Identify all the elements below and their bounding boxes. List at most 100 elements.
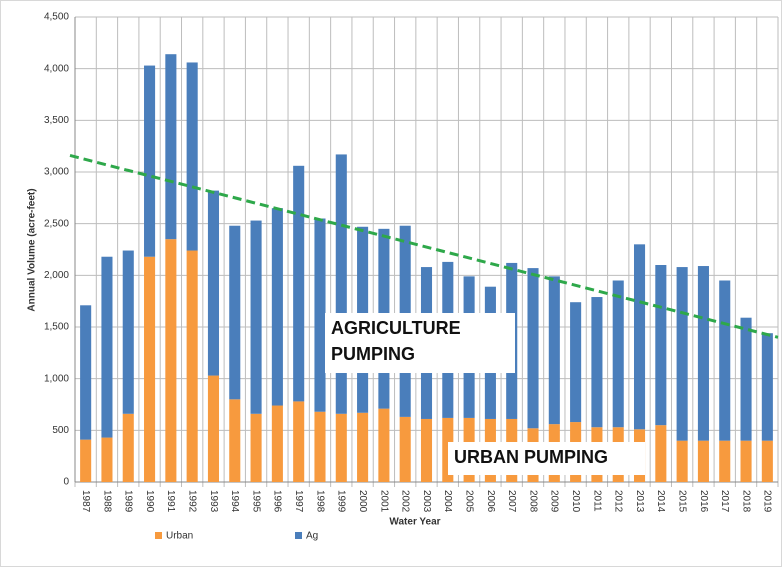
y-tick-label: 4,000 [44,63,69,74]
x-tick-label: 2005 [463,490,474,513]
bar-segment [527,268,539,429]
x-tick-label: 2007 [506,490,517,513]
bar-segment [420,418,433,482]
x-tick-label: 2010 [570,490,581,513]
x-tick-label: 2016 [698,490,709,513]
bar-segment [697,440,709,482]
bar-segment [740,440,752,482]
bar-segment [144,65,156,257]
legend-label: Ag [306,531,318,542]
bar-segment [229,225,241,400]
x-tick-label: 2012 [613,490,624,513]
x-tick-label: 1995 [250,490,261,513]
bar-segment [761,333,773,441]
y-tick-label: 1,500 [44,322,69,333]
bar-segment [101,437,113,482]
bar-segment [591,297,603,428]
x-tick-label: 2006 [485,490,496,513]
bar-segment [186,62,198,251]
bar-segment [165,239,177,482]
annotation-box [448,442,645,475]
bar-segment [570,302,582,423]
x-tick-label: 2015 [676,490,687,513]
y-tick-label: 3,000 [44,167,69,178]
y-axis-title: Annual Volume (acre-feet) [27,188,38,311]
x-tick-label: 1987 [80,490,91,513]
y-tick-label: 4,500 [44,12,69,23]
x-tick-label: 2001 [378,490,389,513]
bar-segment [612,280,624,428]
x-tick-label: 1988 [101,490,112,513]
legend-swatch [155,532,162,539]
legend-swatch [295,532,302,539]
bar-segment [229,399,241,482]
x-tick-label: 2000 [357,490,368,513]
bar-segment [740,317,752,441]
x-tick-label: 2013 [634,490,645,513]
bar-segment [676,440,688,482]
bar-segment [122,250,134,414]
x-tick-label: 1994 [229,490,240,513]
bar-segment [655,265,667,426]
bar-segment [250,220,262,414]
x-tick-label: 2019 [762,490,773,513]
bar-segment [548,276,560,425]
bar-segment [144,256,156,482]
bar-segment [335,154,347,414]
bar-segment [250,413,262,482]
bar-segment [207,190,220,376]
bar-segment [271,208,283,406]
x-tick-label: 2011 [591,490,602,512]
annotation: URBAN PUMPING [454,447,608,467]
x-tick-label: 2009 [549,490,560,513]
y-tick-label: 500 [52,425,69,436]
bar-segment [80,439,92,482]
x-tick-label: 1998 [314,490,325,513]
bar-segment [293,401,305,482]
bar-segment [314,218,326,412]
bar-segment [357,412,369,482]
y-tick-label: 3,500 [44,115,69,126]
bar-segment [378,408,390,482]
x-tick-label: 2003 [421,490,432,513]
x-tick-label: 2008 [527,490,538,513]
x-tick-label: 2002 [400,490,411,513]
x-tick-label: 1997 [293,490,304,513]
y-tick-label: 2,500 [44,218,69,229]
x-tick-label: 1989 [123,490,134,513]
y-tick-label: 1,000 [44,373,69,384]
bar-segment [293,165,305,402]
x-tick-label: 1992 [187,490,198,513]
x-tick-label: 2004 [442,490,453,513]
bar-segment [442,417,454,482]
bar-segment [399,416,411,482]
bar-segment [122,413,134,482]
bar-segment [335,413,347,482]
legend-label: Urban [166,531,193,542]
x-tick-label: 1996 [272,490,283,513]
x-tick-label: 2018 [740,490,751,513]
x-tick-label: 1999 [336,490,347,513]
bar-segment [186,250,198,482]
x-tick-label: 2017 [719,490,730,513]
bar-segment [314,411,326,482]
bar-segment [676,267,688,441]
bar-segment [207,375,220,482]
bar-segment [719,280,731,441]
bar-segment [101,256,113,438]
bar-segment [633,244,646,430]
trend-line [69,154,779,339]
bar-segment [80,305,92,440]
annotation: AGRICULTURE [331,318,461,338]
x-tick-label: 1993 [208,490,219,513]
y-tick-label: 2,000 [44,270,69,281]
y-tick-label: 0 [63,477,69,488]
bar-segment [719,440,731,482]
x-tick-label: 2014 [655,490,666,513]
bar-segment [761,440,773,482]
bar-segment [165,54,177,240]
annotation: PUMPING [331,344,415,364]
x-tick-label: 1990 [144,490,155,513]
x-tick-label: 1991 [165,490,176,513]
